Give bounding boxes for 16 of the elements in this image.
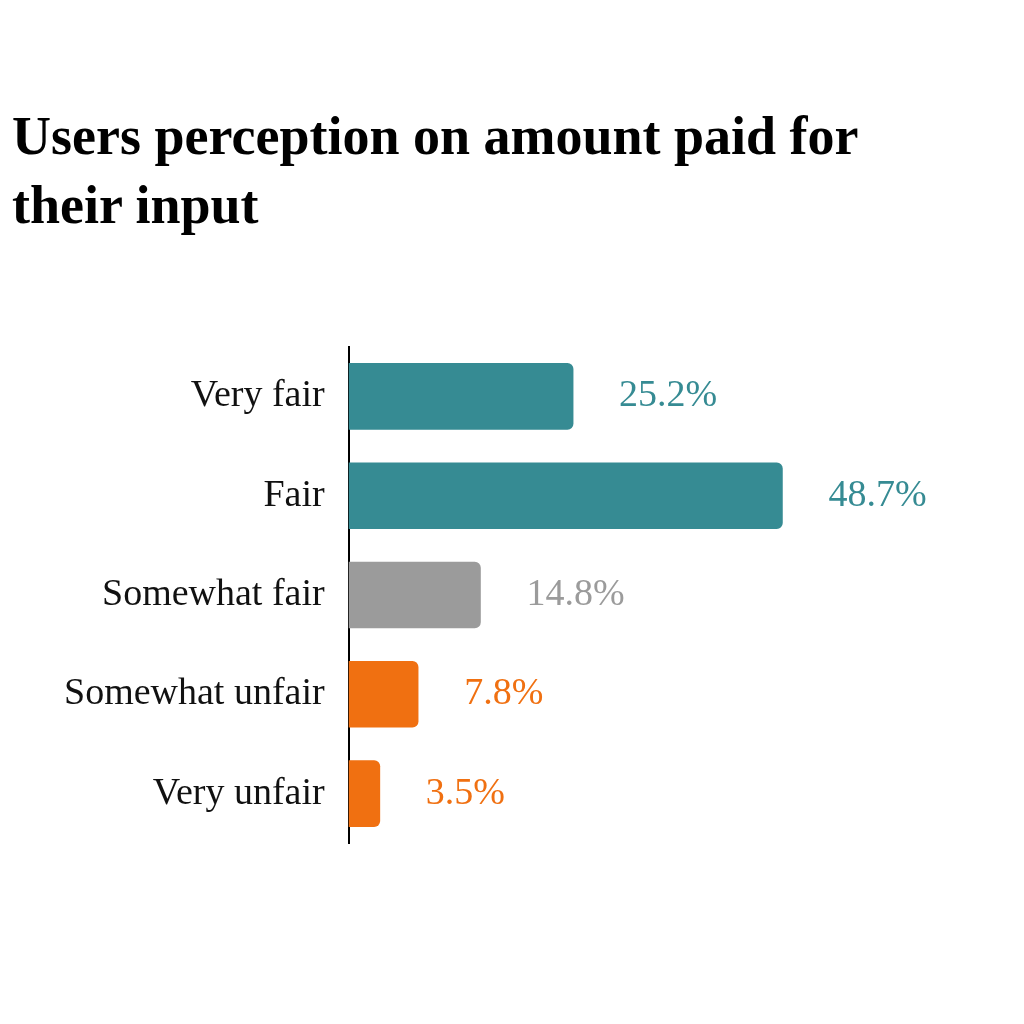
y-tick-label: Somewhat fair [102,570,325,613]
bar [348,760,381,827]
data-label: 14.8% [526,570,625,613]
data-label: 25.2% [619,372,718,415]
y-tick-label: Very fair [190,372,325,415]
data-label: 3.5% [425,769,505,812]
data-label: 48.7% [828,471,927,514]
y-tick-label: Somewhat unfair [64,670,325,713]
data-label: 7.8% [464,670,544,713]
bar [348,363,574,430]
chart-title: Users perception on amount paid for their input [12,105,859,237]
bar [348,462,783,530]
y-tick-label: Fair [263,471,325,514]
y-tick-label: Very unfair [152,769,325,812]
bar [348,660,419,728]
bar [348,561,481,629]
